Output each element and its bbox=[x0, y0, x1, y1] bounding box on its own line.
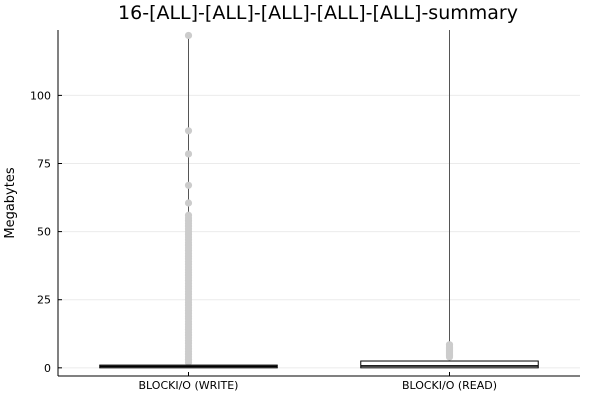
outlier-point bbox=[184, 150, 193, 158]
outlier-point bbox=[184, 199, 193, 207]
x-tick-label: BLOCKI/O (READ) bbox=[402, 379, 497, 392]
outlier-point bbox=[184, 127, 193, 135]
y-tick-label: 0 bbox=[44, 362, 51, 375]
chart-title: 16-[ALL]-[ALL]-[ALL]-[ALL]-[ALL]-summary bbox=[118, 2, 518, 24]
outlier-point bbox=[184, 181, 193, 189]
axes bbox=[57, 30, 580, 377]
box-group bbox=[360, 30, 539, 369]
box-iqr bbox=[360, 360, 539, 369]
y-tick-label: 25 bbox=[37, 294, 51, 307]
outlier-point bbox=[184, 31, 193, 40]
outlier-point bbox=[445, 353, 454, 361]
x-tick-label: BLOCKI/O (WRITE) bbox=[139, 379, 239, 392]
outlier-point bbox=[184, 358, 193, 366]
y-tick-label: 75 bbox=[37, 157, 51, 170]
grid-lines bbox=[58, 94, 580, 369]
tick-labels: 0 25 50 75 100 BLOCKI/O (WRITE) BLOCKI/O (READ… bbox=[30, 89, 497, 392]
y-tick-label: 50 bbox=[37, 226, 51, 239]
y-axis-label: Megabytes bbox=[3, 167, 18, 238]
box-group bbox=[99, 31, 278, 369]
box-layer bbox=[99, 30, 539, 369]
y-tick-label: 100 bbox=[30, 89, 51, 102]
